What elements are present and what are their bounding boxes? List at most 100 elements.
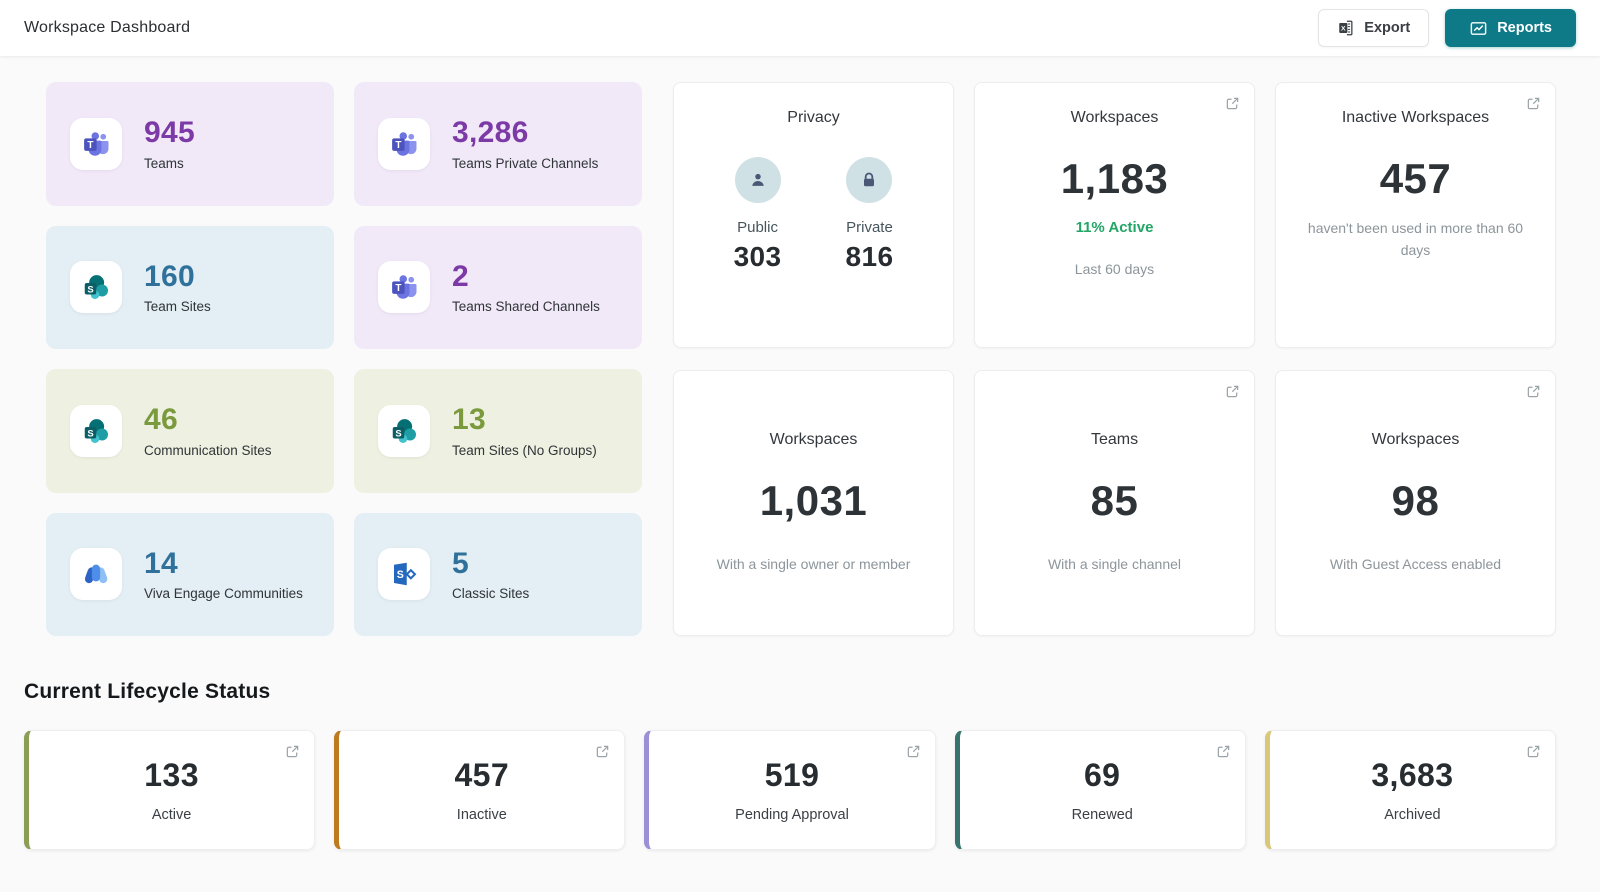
dashboard-body: T 945 Teams T bbox=[0, 56, 1600, 850]
svg-text:S: S bbox=[397, 569, 404, 581]
stat-card-classic-sites: S 5 Classic Sites bbox=[354, 512, 642, 636]
svg-text:T: T bbox=[87, 140, 93, 151]
external-link-icon[interactable] bbox=[1524, 94, 1543, 113]
lifecycle-value: 69 bbox=[1083, 757, 1121, 793]
stat-value: 13 bbox=[452, 403, 486, 436]
stat-value: 14 bbox=[144, 546, 178, 580]
private-value: 816 bbox=[845, 241, 894, 272]
lifecycle-card-pending-approval: 519 Pending Approval bbox=[644, 730, 936, 850]
privacy-breakdown: Public 303 Private 816 bbox=[734, 157, 894, 273]
export-button[interactable]: X Export bbox=[1318, 9, 1430, 47]
stat-card-team-sites: S 160 Team Sites bbox=[46, 225, 334, 349]
svg-text:S: S bbox=[87, 285, 93, 295]
workspaces-guest-access-card: Workspaces 98 With Guest Access enabled bbox=[1275, 370, 1556, 636]
card-subtext: With Guest Access enabled bbox=[1329, 555, 1502, 572]
card-title: Workspaces bbox=[1371, 430, 1460, 448]
card-title: Inactive Workspaces bbox=[1341, 109, 1490, 126]
lifecycle-card-archived: 3,683 Archived bbox=[1264, 730, 1556, 850]
workspaces-active-card: Workspaces 1,183 11% Active Last 60 days bbox=[974, 82, 1255, 348]
card-value: 98 bbox=[1391, 476, 1440, 524]
stat-label: Teams Private Channels bbox=[452, 155, 599, 171]
classic-site-icon: S bbox=[378, 548, 430, 601]
svg-text:T: T bbox=[395, 140, 401, 151]
stat-card-teams-private-channels: T 3,286 Teams Private Channels bbox=[354, 82, 642, 206]
external-link-icon[interactable] bbox=[1223, 382, 1242, 401]
card-subtext: haven't been used in more than 60 days bbox=[1307, 220, 1524, 259]
lifecycle-label: Archived bbox=[1384, 807, 1441, 823]
card-subtext: With a single owner or member bbox=[716, 555, 911, 572]
lifecycle-value: 133 bbox=[144, 757, 199, 793]
lifecycle-card-inactive: 457 Inactive bbox=[334, 730, 626, 850]
teams-icon: T bbox=[378, 117, 430, 170]
privacy-private: Private 816 bbox=[846, 157, 894, 273]
privacy-card: Privacy Public 303 bbox=[673, 82, 954, 348]
card-subtext: Last 60 days bbox=[1074, 261, 1155, 277]
public-value: 303 bbox=[733, 241, 782, 272]
stat-label: Teams Shared Channels bbox=[452, 299, 600, 314]
stat-label: Viva Engage Communities bbox=[144, 586, 303, 601]
active-percent: 11% Active bbox=[1075, 219, 1154, 236]
lifecycle-value: 457 bbox=[454, 757, 510, 793]
svg-text:X: X bbox=[1341, 26, 1346, 33]
lifecycle-card-grid: 133 Active 457 Inactive 519 Pending Appr bbox=[24, 730, 1556, 850]
stat-value: 3,286 bbox=[452, 116, 529, 149]
lifecycle-value: 3,683 bbox=[1371, 757, 1454, 793]
card-title: Teams bbox=[1090, 430, 1139, 448]
lifecycle-card-active: 133 Active bbox=[24, 730, 316, 850]
external-link-icon[interactable] bbox=[1524, 742, 1543, 761]
sharepoint-icon: S bbox=[70, 261, 122, 314]
workspace-stat-grid: T 945 Teams T bbox=[46, 82, 642, 636]
card-value: 1,183 bbox=[1060, 155, 1169, 202]
stat-card-communication-sites: S 46 Communication Sites bbox=[46, 369, 334, 493]
svg-text:S: S bbox=[395, 428, 401, 438]
external-link-icon[interactable] bbox=[283, 742, 302, 761]
privacy-public: Public 303 bbox=[734, 157, 782, 273]
export-button-label: Export bbox=[1364, 20, 1411, 36]
external-link-icon[interactable] bbox=[904, 742, 923, 761]
teams-icon: T bbox=[378, 261, 430, 314]
stat-value: 945 bbox=[144, 116, 195, 149]
teams-single-channel-card: Teams 85 With a single channel bbox=[974, 370, 1255, 636]
card-value: 457 bbox=[1379, 155, 1452, 202]
excel-export-icon: X bbox=[1337, 19, 1355, 37]
sharepoint-icon: S bbox=[70, 404, 122, 457]
lifecycle-label: Inactive bbox=[456, 807, 507, 823]
external-link-icon[interactable] bbox=[1214, 742, 1233, 761]
stat-label: Team Sites (No Groups) bbox=[452, 442, 597, 458]
card-subtext: With a single channel bbox=[1047, 555, 1182, 572]
workspaces-single-owner-card: Workspaces 1,031 With a single owner or … bbox=[673, 370, 954, 636]
stat-value: 160 bbox=[144, 259, 195, 293]
card-value: 85 bbox=[1090, 476, 1139, 524]
header-actions: X Export Reports bbox=[1318, 9, 1576, 47]
lock-icon bbox=[846, 157, 893, 203]
page-title: Workspace Dashboard bbox=[24, 19, 191, 36]
stat-card-team-sites-no-groups: S 13 Team Sites (No Groups) bbox=[354, 369, 642, 493]
stat-value: 46 bbox=[144, 403, 178, 436]
lifecycle-label: Pending Approval bbox=[735, 807, 849, 823]
svg-text:S: S bbox=[87, 428, 93, 438]
svg-text:T: T bbox=[395, 283, 401, 294]
stat-value: 5 bbox=[452, 546, 469, 580]
person-icon bbox=[734, 157, 781, 203]
stat-card-teams-shared-channels: T 2 Teams Shared Channels bbox=[354, 225, 642, 349]
external-link-icon[interactable] bbox=[593, 742, 612, 761]
stat-label: Classic Sites bbox=[452, 586, 530, 601]
stat-value: 2 bbox=[452, 259, 469, 293]
reports-button-label: Reports bbox=[1497, 20, 1552, 36]
card-title: Workspaces bbox=[1070, 109, 1159, 126]
inactive-workspaces-card: Inactive Workspaces 457 haven't been use… bbox=[1275, 82, 1556, 348]
lifecycle-card-renewed: 69 Renewed bbox=[954, 730, 1246, 850]
external-link-icon[interactable] bbox=[1223, 94, 1242, 113]
stat-label: Communication Sites bbox=[144, 442, 272, 458]
reports-button[interactable]: Reports bbox=[1445, 9, 1576, 47]
sharepoint-icon: S bbox=[378, 404, 430, 457]
app-header: Workspace Dashboard X Export Reports bbox=[0, 0, 1600, 56]
card-title: Workspaces bbox=[769, 430, 858, 448]
external-link-icon[interactable] bbox=[1524, 382, 1543, 401]
chart-report-icon bbox=[1469, 19, 1488, 38]
stat-label: Teams bbox=[144, 155, 184, 171]
summary-card-grid: Privacy Public 303 bbox=[673, 82, 1556, 636]
lifecycle-value: 519 bbox=[764, 757, 820, 793]
stat-card-teams: T 945 Teams bbox=[46, 82, 334, 206]
stat-card-viva-engage-communities: 14 Viva Engage Communities bbox=[46, 512, 334, 636]
